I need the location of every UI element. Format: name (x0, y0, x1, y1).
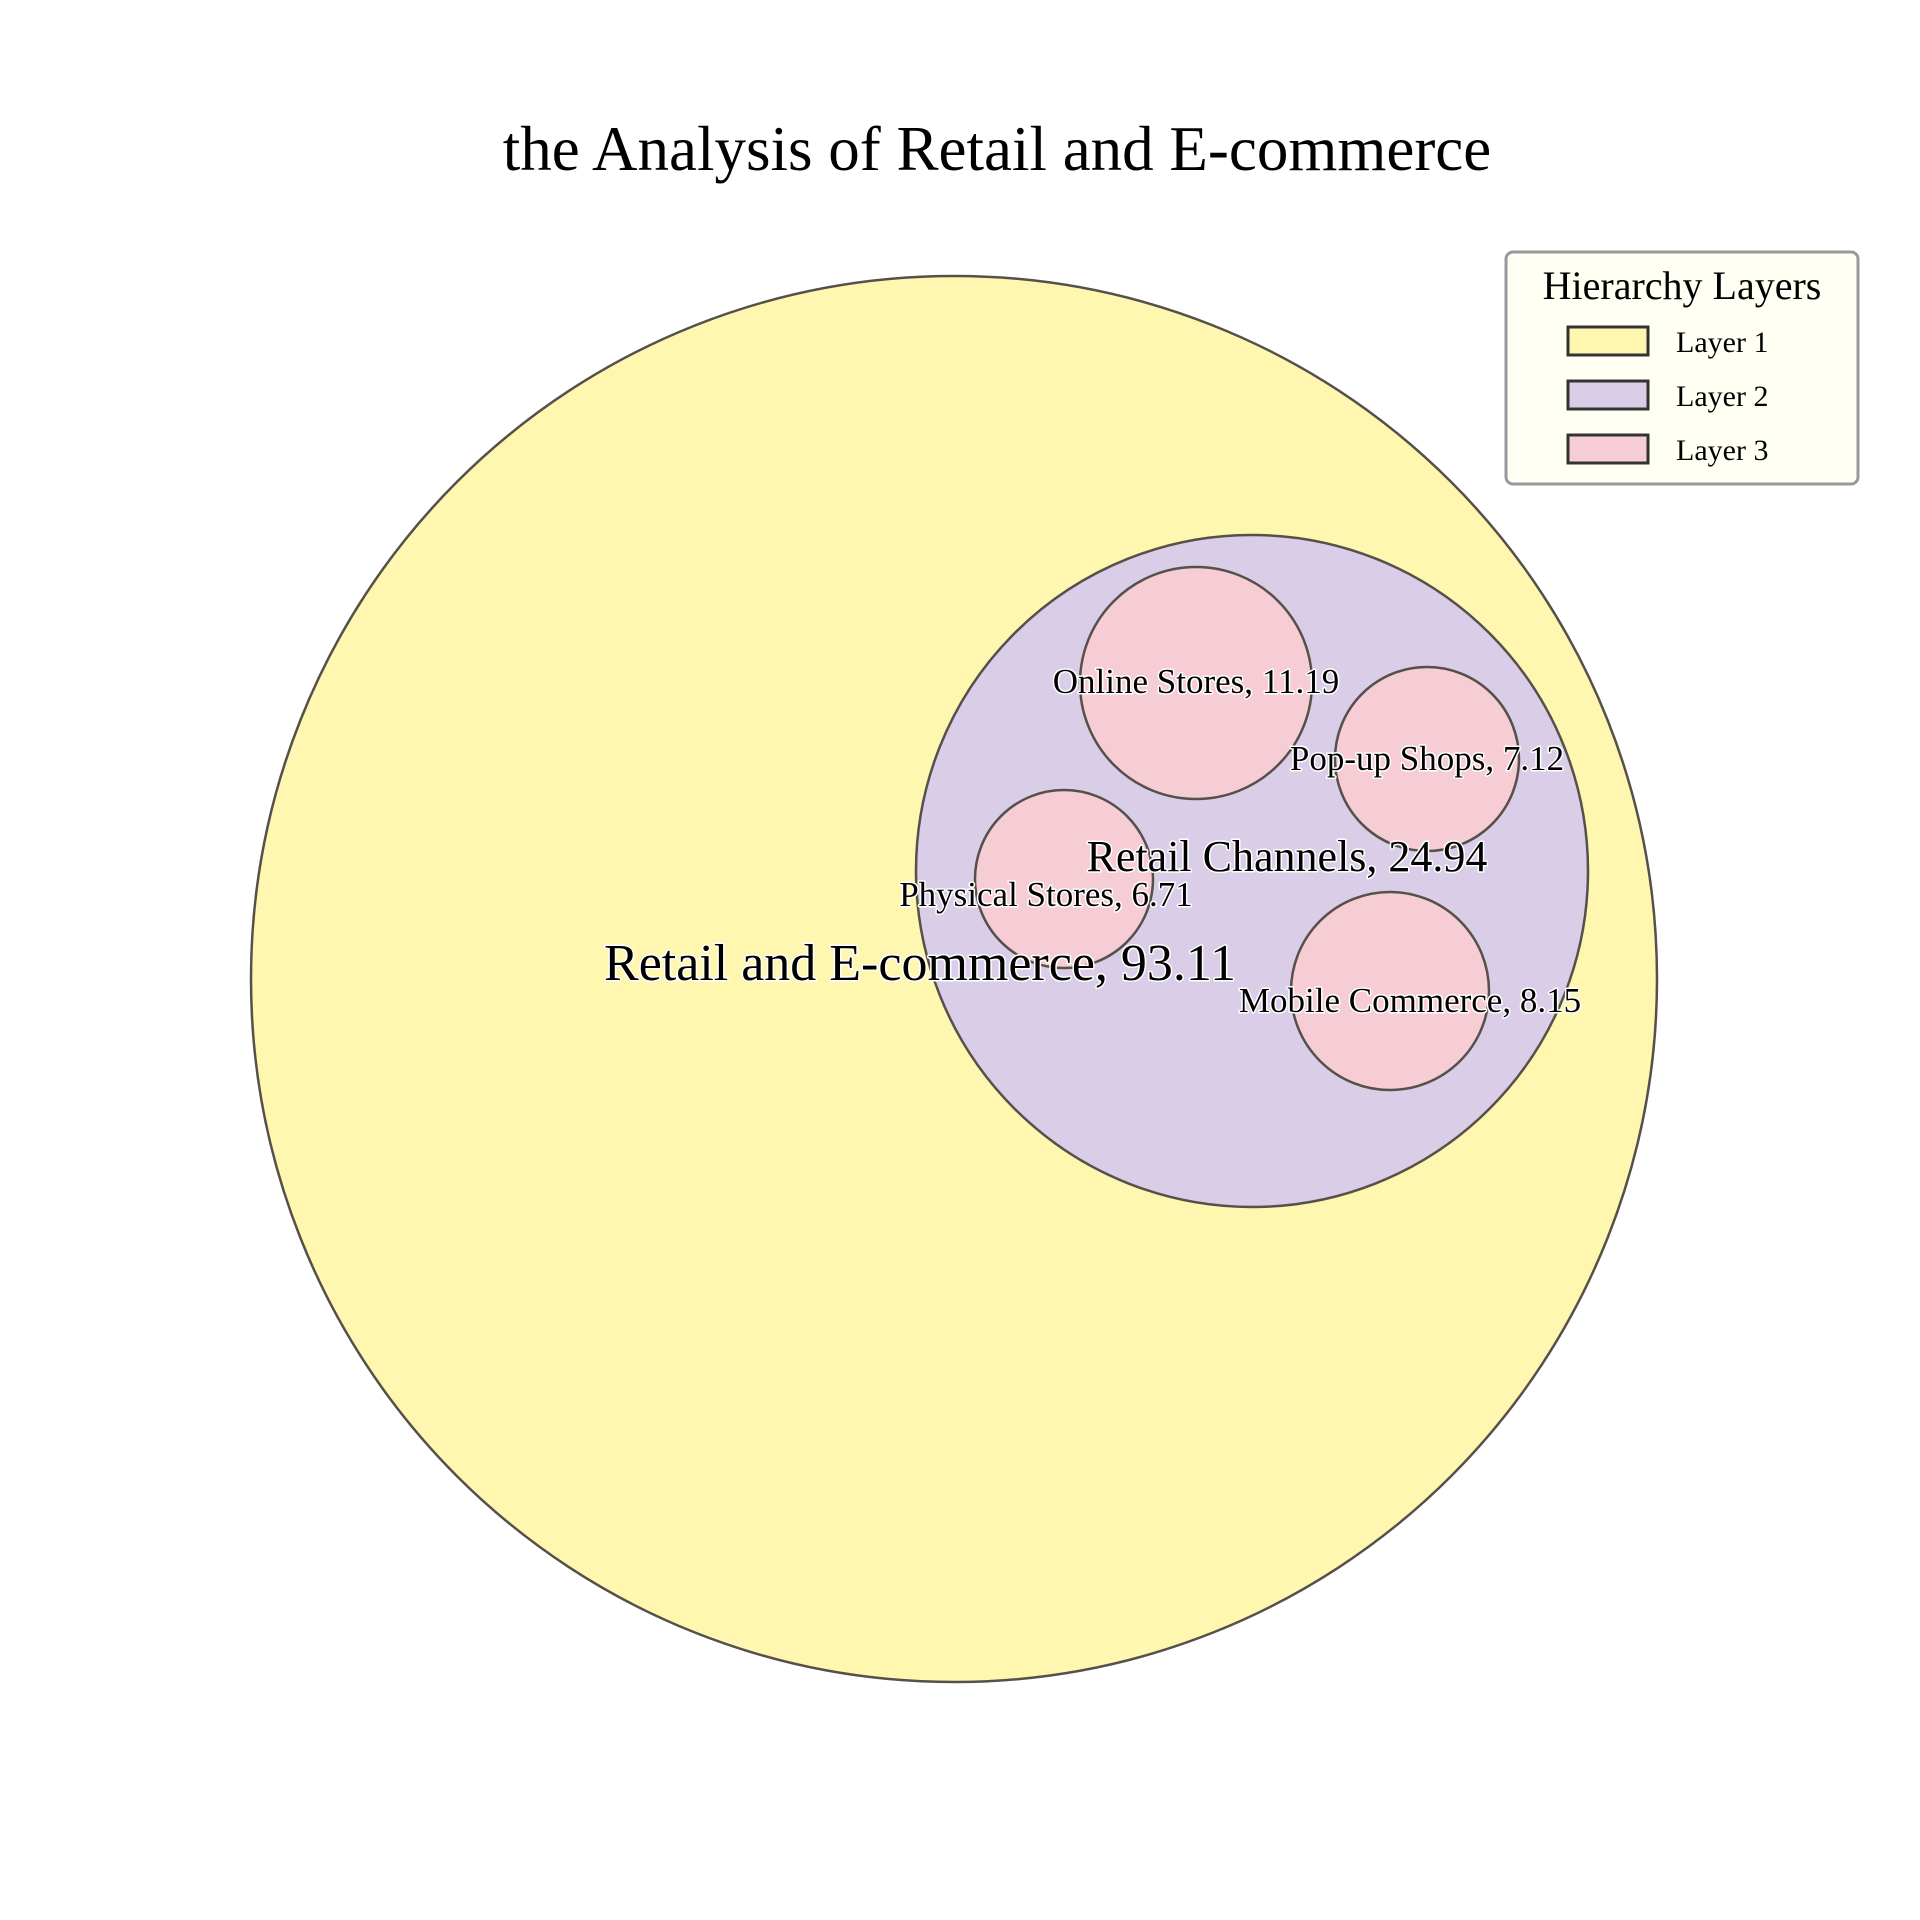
bubble-label-online-stores: Online Stores, 11.19 (1053, 662, 1339, 701)
bubbles-group (249, 274, 1659, 1684)
legend-title: Hierarchy Layers (1543, 263, 1822, 308)
legend-swatch-layer-1 (1566, 325, 1650, 357)
legend-label-layer-2: Layer 2 (1676, 380, 1768, 413)
legend: Hierarchy Layers Layer 1 Layer 2 Layer 3 (1504, 250, 1860, 486)
labels-group: Retail and E-commerce, 93.11 Retail Chann… (603, 661, 1583, 1022)
legend-label-layer-1: Layer 1 (1676, 326, 1768, 359)
legend-swatch-layer-2 (1566, 379, 1650, 411)
legend-swatch-layer-3 (1566, 433, 1650, 465)
bubble-mobile-commerce (1289, 890, 1491, 1092)
bubble-online-stores (1078, 565, 1314, 801)
legend-entries: Layer 1 Layer 2 Layer 3 (1566, 325, 1768, 467)
legend-label-layer-3: Layer 3 (1676, 434, 1768, 467)
chart-title: the Analysis of Retail and E-commerce (503, 114, 1491, 184)
bubble-label-physical-stores: Physical Stores, 6.71 (899, 875, 1193, 914)
bubble-pop-up-shops (1333, 665, 1521, 853)
bubble-label-retail-channels: Retail Channels, 24.94 (1087, 832, 1488, 881)
bubble-physical-stores (973, 788, 1155, 970)
bubble-label-mobile-commerce: Mobile Commerce, 8.15 (1239, 981, 1581, 1020)
bubble-label-retail-and-ecommerce: Retail and E-commerce, 93.11 (604, 935, 1236, 992)
bubble-label-pop-up-shops: Pop-up Shops, 7.12 (1290, 739, 1564, 778)
legend-box (1504, 250, 1860, 486)
